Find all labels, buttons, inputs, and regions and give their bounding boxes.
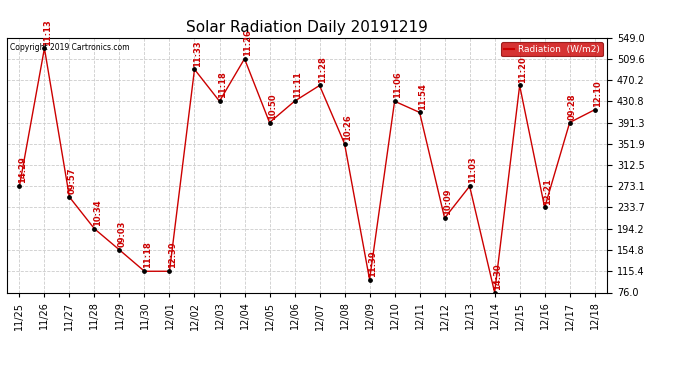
Text: 14:30: 14:30 [493,263,502,290]
Legend: Radiation  (W/m2): Radiation (W/m2) [501,42,602,56]
Text: 12:39: 12:39 [168,242,177,268]
Text: 11:03: 11:03 [468,157,477,183]
Point [189,66,200,72]
Text: 11:18: 11:18 [143,242,152,268]
Point [439,215,450,221]
Text: 11:26: 11:26 [243,29,252,56]
Text: 09:57: 09:57 [68,168,77,194]
Point [39,45,50,51]
Text: 10:34: 10:34 [92,200,101,226]
Point [89,226,100,232]
Point [514,82,525,88]
Point [114,247,125,253]
Point [389,98,400,104]
Point [464,183,475,189]
Point [539,204,550,210]
Text: 11:13: 11:13 [43,19,52,45]
Point [214,98,225,104]
Point [589,107,600,113]
Text: 12:10: 12:10 [593,80,602,107]
Text: 10:09: 10:09 [443,189,452,215]
Point [164,268,175,274]
Point [264,120,275,126]
Point [564,120,575,126]
Point [414,110,425,116]
Point [64,194,75,200]
Point [339,141,350,147]
Text: 11:20: 11:20 [518,56,527,83]
Text: 09:03: 09:03 [118,221,127,247]
Point [314,82,325,88]
Text: 11:39: 11:39 [368,250,377,277]
Text: 14:29: 14:29 [18,157,27,183]
Text: 11:11: 11:11 [293,72,302,99]
Point [139,268,150,274]
Point [364,276,375,282]
Text: 11:54: 11:54 [418,83,427,110]
Title: Solar Radiation Daily 20191219: Solar Radiation Daily 20191219 [186,20,428,35]
Point [239,56,250,62]
Text: 09:28: 09:28 [568,93,577,120]
Text: 11:28: 11:28 [318,56,327,83]
Point [14,183,25,189]
Point [489,290,500,296]
Text: 10:26: 10:26 [343,114,352,141]
Text: 11:06: 11:06 [393,72,402,99]
Text: 11:18: 11:18 [218,72,227,99]
Text: 10:50: 10:50 [268,93,277,120]
Point [289,98,300,104]
Text: Copyright 2019 Cartronics.com: Copyright 2019 Cartronics.com [10,43,130,52]
Text: 12:21: 12:21 [543,178,552,205]
Text: 11:33: 11:33 [193,40,201,66]
